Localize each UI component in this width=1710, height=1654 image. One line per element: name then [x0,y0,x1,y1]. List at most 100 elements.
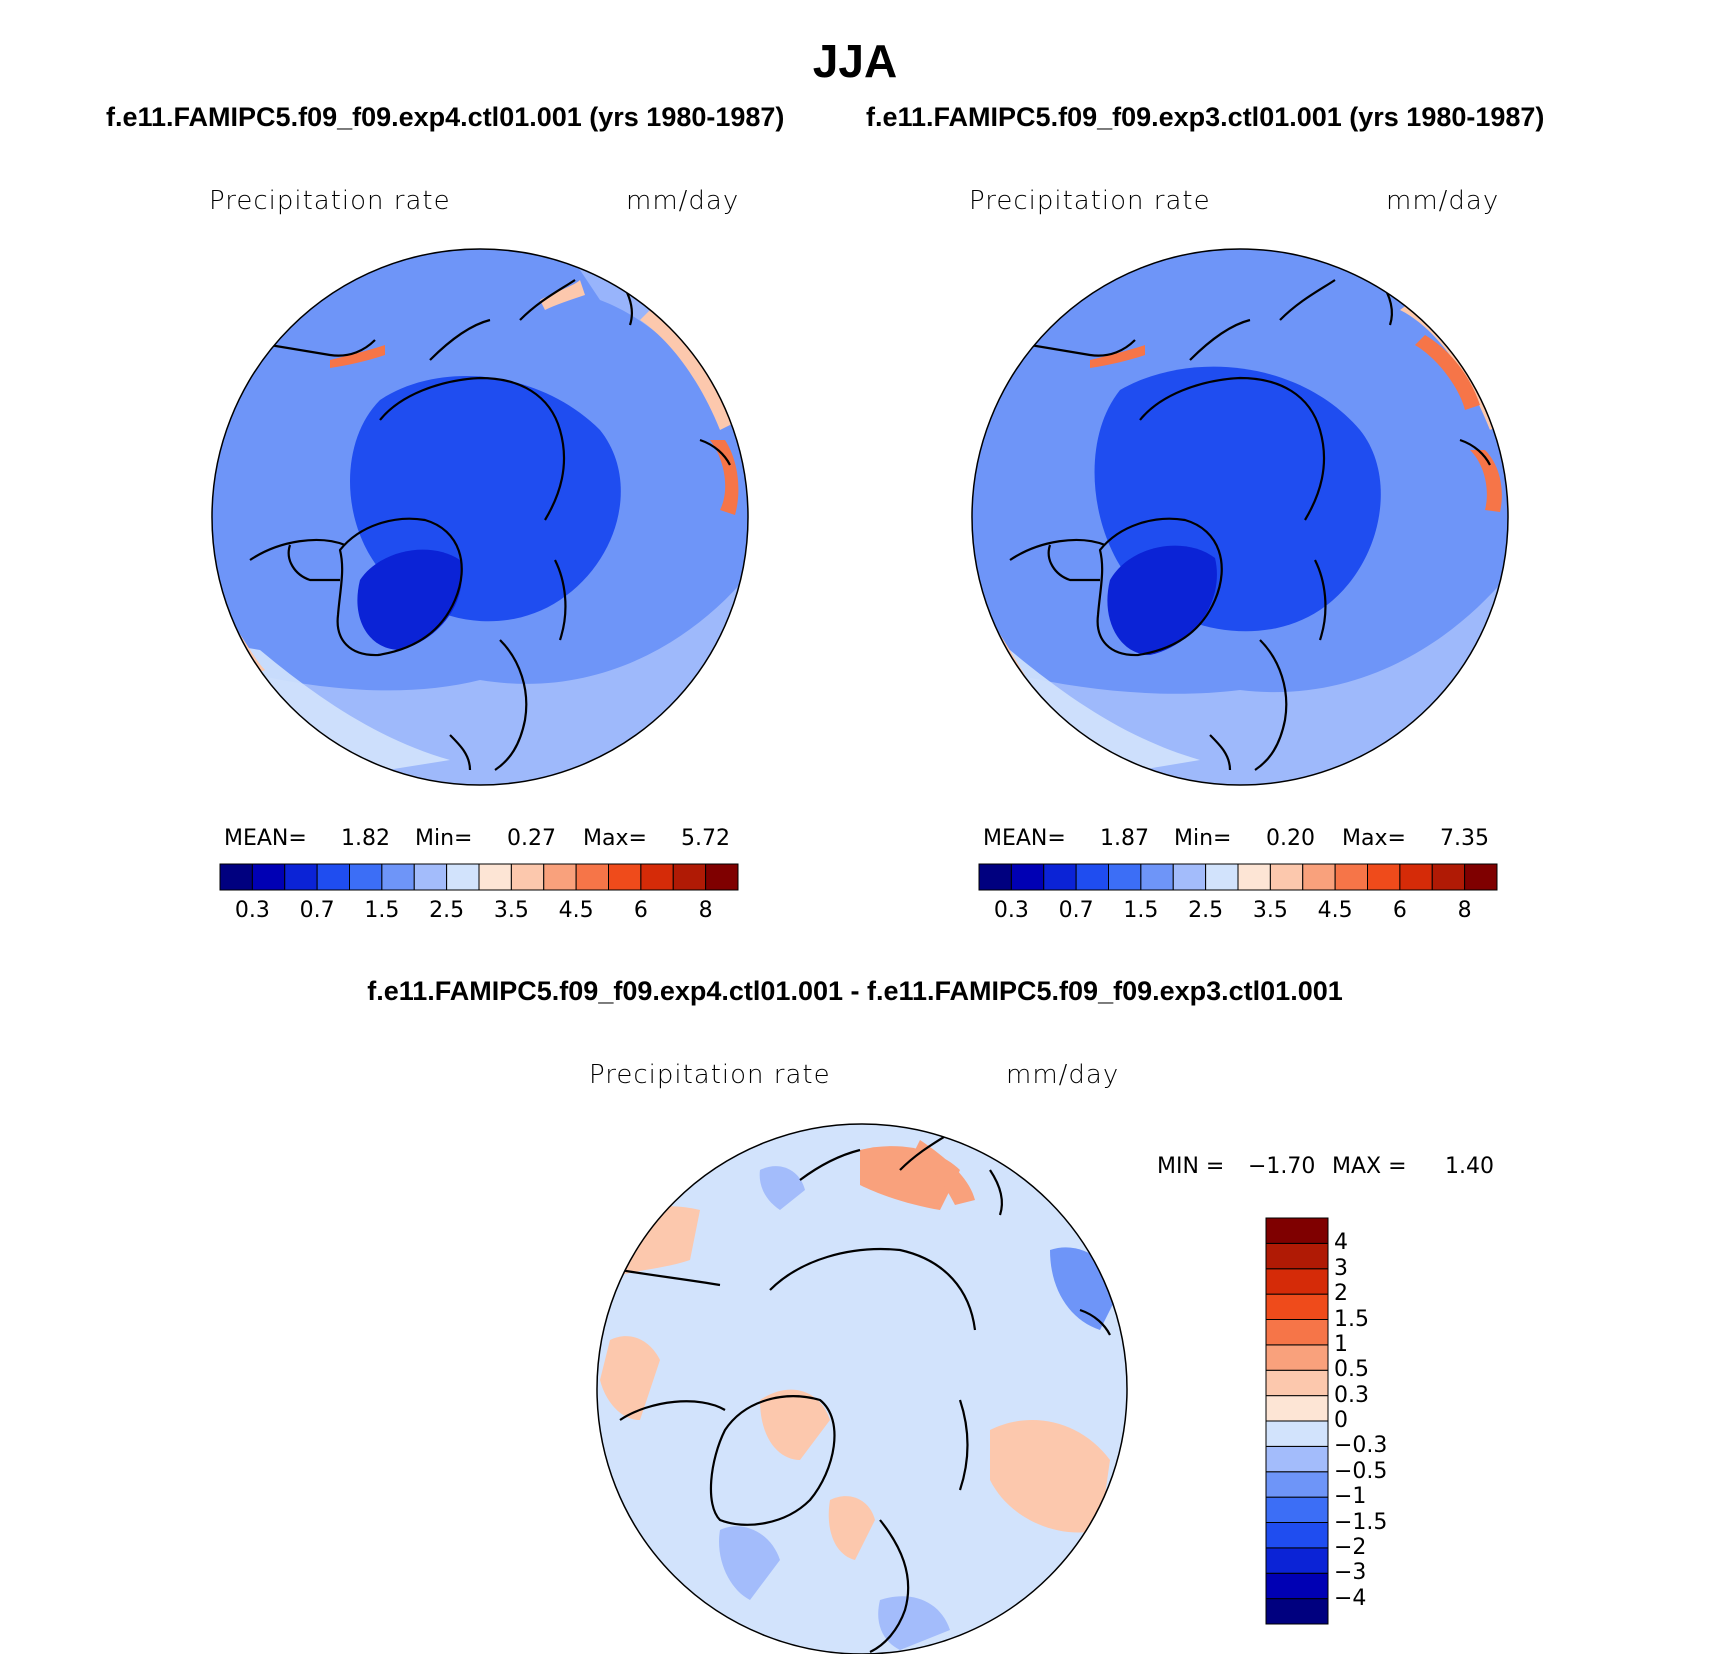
panel-1-case-title: f.e11.FAMIPC5.f09_f09.exp4.ctl01.001 (yr… [106,102,785,132]
panel-1-polar-map [211,248,749,786]
panel-1-max-value: 5.72 [681,826,730,851]
panel-1-colorbar-tick-label: 0.7 [299,898,335,923]
diff-colorbar-tick-label: 0.5 [1334,1357,1369,1383]
panel-1-colorbar-swatch [381,863,415,891]
diff-colorbar-tick-label: −1.5 [1334,1509,1388,1535]
panel-1-colorbar-swatch [608,863,642,891]
panel-1-colorbar-swatch [446,863,480,891]
panel-2-colorbar-tick-label: 0.3 [993,898,1029,923]
diff-colorbar-swatch [1265,1598,1329,1625]
panel-1-colorbar-swatch [316,863,350,891]
panel-1-units: mm/day [626,186,740,216]
panel-2-colorbar-tick-label: 8 [1457,898,1472,923]
panel-2-colorbar-swatch [978,863,1012,891]
panel-1-colorbar-tick-label: 1.5 [364,898,400,923]
panel-1-colorbar-swatch [413,863,448,891]
diff-max-label: MAX = [1332,1154,1407,1179]
diff-colorbar-tick-label: 2 [1334,1281,1348,1307]
panel-1-colorbar-swatch [478,863,512,891]
diff-colorbar [1265,1217,1329,1625]
diff-polar-map [596,1123,1128,1654]
panel-2-case-title: f.e11.FAMIPC5.f09_f09.exp3.ctl01.001 (yr… [866,102,1545,132]
diff-colorbar-swatch [1265,1547,1329,1574]
diff-colorbar-tick-label: 0 [1334,1408,1348,1433]
panel-2-colorbar-swatch [1172,863,1207,891]
diff-colorbar-swatch [1265,1420,1329,1447]
panel-1-colorbar-tick-label: 6 [633,898,648,923]
diff-colorbar-swatch [1265,1445,1329,1473]
diff-colorbar-swatch [1265,1293,1329,1320]
diff-colorbar-tick-label: −0.3 [1334,1433,1388,1459]
diff-colorbar-swatch [1265,1242,1329,1270]
panel-2-colorbar-swatch [1043,863,1077,891]
panel-2-units: mm/day [1386,186,1500,216]
diff-title: f.e11.FAMIPC5.f09_f09.exp4.ctl01.001 - f… [367,976,1343,1006]
diff-units: mm/day [1006,1060,1120,1090]
panel-1-mean-value: 1.82 [341,826,390,851]
panel-1-colorbar-swatch [543,863,577,891]
panel-1-colorbar-tick-label: 3.5 [493,898,529,923]
panel-2-colorbar-swatch [1140,863,1174,891]
panel-1-colorbar-swatch [640,863,674,891]
diff-colorbar-tick-label: −3 [1334,1560,1367,1586]
panel-2-colorbar-tick-label: 2.5 [1188,898,1224,923]
diff-colorbar-swatch [1265,1522,1329,1549]
panel-2-colorbar-tick-label: 0.7 [1058,898,1094,923]
panel-2-mean-value: 1.87 [1100,826,1149,851]
panel-2-colorbar-swatch [1399,863,1433,891]
panel-2-colorbar-swatch [1108,863,1142,891]
diff-colorbar-swatch [1265,1496,1329,1523]
diff-colorbar-swatch [1265,1395,1329,1422]
panel-2-colorbar-swatch [1010,863,1045,891]
panel-1-colorbar-swatch [284,863,318,891]
panel-1-colorbar-swatch [705,863,739,891]
diff-colorbar-tick-label: 1.5 [1334,1306,1369,1332]
diff-min-label: MIN = [1157,1154,1225,1179]
panel-2-colorbar-swatch [1237,863,1271,891]
panel-1-colorbar-swatch [349,863,383,891]
panel-1-colorbar-tick-label: 2.5 [429,898,465,923]
diff-colorbar-swatch [1265,1369,1329,1397]
panel-2-min-value: 0.20 [1266,826,1315,851]
diff-colorbar-tick-label: 1 [1334,1331,1348,1357]
panel-2-colorbar-tick-label: 6 [1392,898,1407,923]
diff-colorbar-swatch [1265,1471,1329,1498]
panel-2-colorbar-swatch [1464,863,1498,891]
panel-2-colorbar-swatch [1075,863,1109,891]
panel-1-max-label: Max= [583,826,647,851]
panel-2-colorbar-swatch [1302,863,1336,891]
diff-min-value: −1.70 [1248,1154,1316,1179]
panel-1-colorbar-swatch [575,863,609,891]
diff-colorbar-swatch [1265,1344,1329,1371]
panel-1-colorbar-tick-label: 4.5 [558,898,594,923]
panel-2-max-value: 7.35 [1440,826,1489,851]
panel-2-colorbar-tick-label: 1.5 [1123,898,1159,923]
diff-colorbar-tick-label: −0.5 [1334,1458,1388,1484]
panel-2-colorbar-swatch [1431,863,1466,891]
diff-colorbar-tick-label: 0.3 [1334,1382,1369,1408]
panel-1-mean-label: MEAN= [224,826,307,851]
panel-1-colorbar-swatch [251,863,286,891]
diff-colorbar-swatch [1265,1217,1329,1244]
panel-2-min-label: Min= [1174,826,1232,851]
panel-2-max-label: Max= [1342,826,1406,851]
panel-1-min-value: 0.27 [507,826,556,851]
panel-1-colorbar-tick-label: 8 [698,898,713,923]
panel-2-colorbar-swatch [1334,863,1368,891]
panel-2-colorbar-swatch [1269,863,1304,891]
diff-colorbar-swatch [1265,1268,1329,1295]
diff-colorbar-tick-label: −4 [1334,1585,1367,1611]
panel-1-colorbar-tick-label: 0.3 [234,898,270,923]
panel-2-colorbar [978,863,1498,891]
panel-2-polar-map [971,248,1509,786]
diff-colorbar-swatch [1265,1319,1329,1346]
diff-colorbar-tick-label: 3 [1334,1255,1348,1281]
panel-1-colorbar-swatch [219,863,253,891]
main-title: JJA [812,35,898,87]
panel-2-variable: Precipitation rate [969,186,1211,216]
panel-1-colorbar-swatch [510,863,545,891]
diff-colorbar-tick-label: 4 [1334,1230,1348,1256]
panel-1-variable: Precipitation rate [209,186,451,216]
panel-2-colorbar-tick-label: 4.5 [1317,898,1353,923]
